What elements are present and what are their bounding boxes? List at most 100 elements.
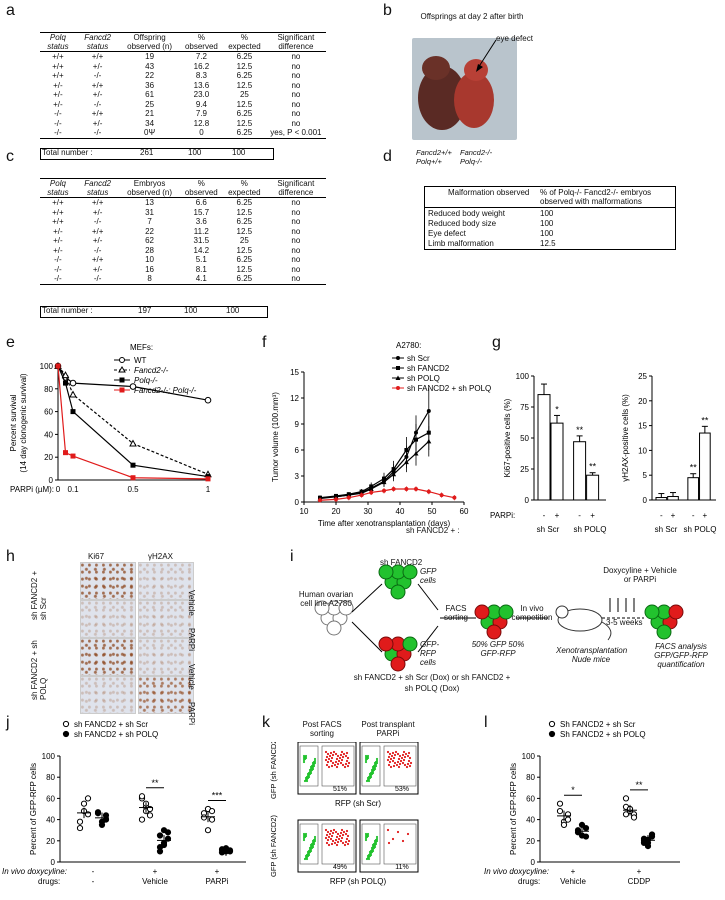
table-cell: 6.6 bbox=[195, 198, 207, 207]
k-event-rfp bbox=[409, 761, 413, 765]
e-x-label: PARPi (µM): bbox=[10, 485, 54, 494]
j-point bbox=[138, 816, 146, 823]
k-event-rfp bbox=[331, 761, 335, 765]
g-ki67-bar bbox=[550, 422, 564, 501]
table_a-header-3: % observed bbox=[179, 32, 224, 52]
e-point bbox=[55, 363, 61, 369]
f-point bbox=[426, 489, 431, 494]
k-event-rfp bbox=[332, 828, 336, 832]
table-a-total-n: 261 bbox=[140, 148, 154, 157]
k-event-rfp bbox=[345, 829, 349, 833]
k-event-rfp bbox=[389, 757, 393, 761]
k-event-rfp bbox=[406, 832, 410, 836]
cell-cluster-start bbox=[314, 600, 354, 636]
f-x-label: Time after xenotransplantation (days) bbox=[318, 519, 451, 528]
k-event-rfp bbox=[324, 750, 328, 754]
k-event-rfp bbox=[406, 762, 410, 766]
h-col-ki67: Ki67 bbox=[88, 552, 105, 561]
k-event-gfp bbox=[364, 838, 368, 842]
k-event-rfp bbox=[399, 759, 403, 763]
e-point bbox=[205, 476, 211, 482]
table-row: +/+ -/- 7 3.6 6.25 no bbox=[40, 217, 326, 227]
table-cell: +/- bbox=[53, 226, 63, 236]
k-event-rfp bbox=[398, 754, 402, 758]
table-row: +/+ +/+ 19 7.2 6.25 no bbox=[40, 52, 326, 62]
j-doxy-sign: - bbox=[92, 867, 95, 876]
table_c-header-4: % expected bbox=[222, 178, 266, 198]
f-point bbox=[404, 487, 409, 491]
k-event-rfp bbox=[387, 763, 391, 767]
arrow-merge-bottom bbox=[417, 625, 439, 653]
f-point bbox=[439, 493, 444, 498]
f-point bbox=[391, 471, 397, 477]
k-event-rfp bbox=[398, 762, 402, 766]
table-cell: +/+ bbox=[91, 52, 104, 61]
k-event-rfp bbox=[391, 837, 395, 841]
table-d-percent: 100 bbox=[540, 229, 554, 238]
e-x-tick-label: 0.1 bbox=[67, 485, 79, 494]
table-row: -/- +/- 34 12.8 12.5 no bbox=[40, 119, 326, 129]
table-cell: -/- bbox=[93, 99, 102, 109]
e-legend-label: Polq-/- bbox=[134, 376, 158, 385]
table-cell: 0Ψ bbox=[144, 128, 156, 137]
table-cell: no bbox=[291, 264, 301, 274]
table-d-percent: 12.5 bbox=[540, 239, 556, 248]
k-title-1: Post FACS sorting bbox=[302, 720, 342, 738]
g-ki67-bar bbox=[586, 474, 600, 501]
table-cell: +/+ bbox=[52, 71, 64, 80]
i-weeks: 3-5 weeks bbox=[606, 618, 643, 627]
k-event-rfp bbox=[324, 758, 328, 762]
k-facs-plot bbox=[359, 742, 419, 795]
table-cell: 62 bbox=[145, 236, 155, 245]
k-event-rfp bbox=[346, 834, 350, 838]
k-event-gfp bbox=[313, 839, 317, 843]
k-event-rfp bbox=[340, 828, 344, 832]
k-y-label-bottom: GFP (sh FANCD2) bbox=[269, 815, 278, 877]
k-event-gfp bbox=[375, 837, 379, 841]
table-cell: +/+ bbox=[91, 198, 104, 207]
table-d-malformation: Reduced body weight bbox=[428, 209, 505, 218]
j-point bbox=[208, 816, 216, 823]
k-percent: 53% bbox=[395, 786, 409, 793]
k-event-rfp bbox=[338, 756, 342, 760]
table-row: +/+ +/- 43 16.2 12.5 no bbox=[40, 62, 326, 72]
ihc-image bbox=[138, 600, 194, 638]
j-y-label: Percent of GFP-RFP cells bbox=[29, 763, 38, 855]
table-cell: +/- bbox=[53, 99, 63, 109]
f-x-tick-label: 50 bbox=[428, 507, 437, 516]
k-event-gfp bbox=[305, 857, 309, 861]
j-point bbox=[146, 812, 154, 819]
label-dko: Fancd2-/- Polq-/- bbox=[460, 148, 493, 166]
k-event-gfp bbox=[369, 775, 373, 779]
table-cell: 6.25 bbox=[236, 198, 253, 207]
eye-defect-arrow bbox=[476, 39, 497, 72]
f-legend-title: A2780: bbox=[396, 341, 421, 350]
j-legend-label: sh FANCD2 + sh Scr bbox=[74, 720, 148, 729]
table-cell: 19 bbox=[145, 52, 155, 61]
table-cell: 7 bbox=[147, 217, 152, 226]
k-event-rfp bbox=[343, 843, 347, 847]
l-group-label: Vehicle bbox=[560, 877, 586, 886]
k-facs-plot bbox=[297, 819, 357, 873]
j-y-tick-label: 0 bbox=[51, 858, 56, 867]
panel-letter-b: b bbox=[383, 2, 392, 19]
g-h2ax-sig: ** bbox=[701, 415, 709, 425]
table-cell: 23.0 bbox=[193, 90, 210, 99]
k-event-rfp bbox=[402, 758, 406, 762]
g-ki67-bar bbox=[537, 394, 551, 501]
ihc-image bbox=[80, 638, 136, 676]
arrow-merge-top bbox=[417, 583, 439, 611]
k-event-gfp bbox=[369, 853, 373, 857]
table-cell: -/- bbox=[54, 264, 62, 274]
l-group-label: CDDP bbox=[628, 877, 651, 886]
k-event-rfp bbox=[338, 834, 342, 838]
table-cell: 43 bbox=[145, 61, 155, 71]
table-row: -/- +/+ 10 5.1 6.25 no bbox=[40, 255, 326, 265]
table-cell: yes, P < 0.001 bbox=[270, 128, 322, 137]
e-series-line bbox=[57, 365, 209, 478]
table-cell: -/- bbox=[93, 71, 102, 80]
table-cell: no bbox=[291, 71, 301, 80]
table-cell: 16 bbox=[145, 264, 155, 274]
table-cell: +/+ bbox=[91, 109, 104, 118]
table-cell: 22 bbox=[145, 71, 155, 80]
